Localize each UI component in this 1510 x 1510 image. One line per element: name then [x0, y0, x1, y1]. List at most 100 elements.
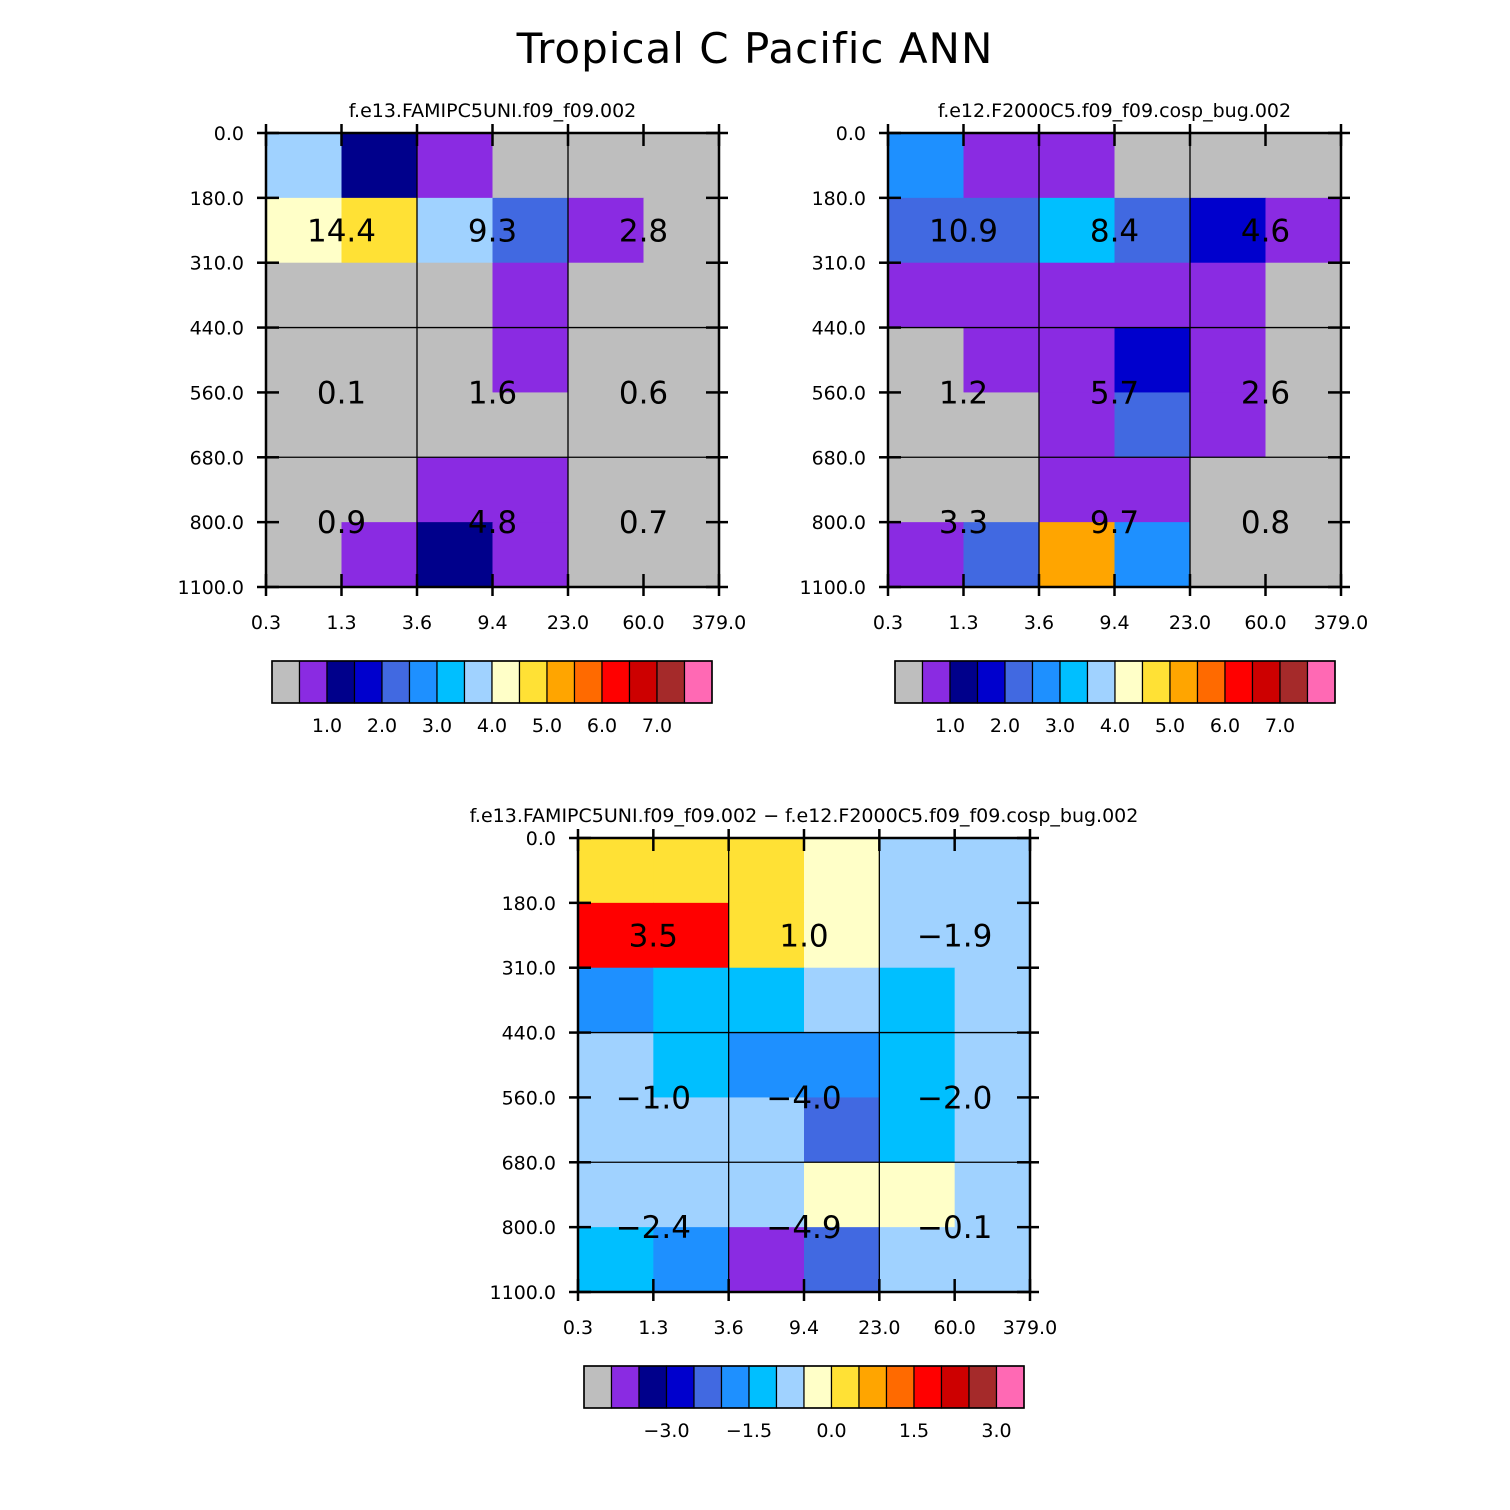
y-tick-label: 180.0 — [812, 188, 866, 210]
y-tick-label: 1100.0 — [178, 577, 244, 599]
heatmap-cell — [728, 1162, 805, 1228]
heatmap-cell — [341, 133, 418, 199]
heatmap-cell — [804, 1227, 880, 1293]
colorbar-box — [1114, 660, 1144, 704]
x-tick-label: 60.0 — [1244, 612, 1286, 634]
colorbar-box — [638, 1365, 668, 1409]
heatmap-cell — [1114, 327, 1191, 394]
colorbar-frame — [894, 660, 1336, 704]
colorbar-label: 0.0 — [816, 1420, 846, 1442]
y-tick-label: 560.0 — [190, 382, 244, 404]
colorbar-box — [949, 660, 979, 704]
y-tick-label: 0.0 — [214, 123, 244, 145]
heatmap-cell — [417, 457, 494, 523]
heatmap-cell — [417, 133, 494, 199]
heatmap-cell — [954, 1162, 1031, 1228]
panel-title: f.e13.FAMIPC5UNI.f09_f09.002 — [349, 100, 637, 122]
heatmap-cell — [417, 392, 494, 458]
heatmap-cell — [963, 457, 1040, 523]
heatmap-cell — [1039, 133, 1116, 199]
heatmap-cell — [492, 327, 569, 394]
heatmap-cell — [341, 197, 418, 264]
heatmap-cell — [492, 457, 569, 523]
x-tick-label: 379.0 — [1314, 612, 1368, 634]
heatmap-cell — [1190, 133, 1267, 199]
colorbar-box — [436, 660, 466, 704]
panel-model-b: f.e12.F2000C5.f09_f09.cosp_bug.002 0.0 180… — [800, 100, 1369, 737]
colorbar-box — [546, 660, 576, 704]
heatmap-cell — [954, 1227, 1031, 1293]
colorbar-box — [1196, 660, 1226, 704]
heatmap-cell — [879, 1227, 956, 1293]
heatmap-cell — [1039, 262, 1116, 329]
heatmap-cell — [879, 1097, 956, 1163]
heatmap-cell — [1114, 392, 1191, 458]
y-tick-label: 1100.0 — [490, 1282, 556, 1304]
colorbar-box — [858, 1365, 888, 1409]
colorbar-box — [921, 660, 951, 704]
box-value-label: 0.6 — [619, 375, 668, 411]
heatmap-cell — [954, 967, 1031, 1034]
heatmap-cell — [341, 522, 418, 588]
heatmap-cell — [728, 1097, 805, 1163]
colorbar-box — [1141, 660, 1171, 704]
heatmap-cell — [879, 967, 956, 1034]
colorbar-label: 2.0 — [990, 715, 1020, 737]
box-value-label: 10.9 — [929, 213, 998, 249]
heatmap-cell — [568, 392, 645, 458]
colorbar-label: 1.0 — [312, 715, 342, 737]
x-tick-label: 379.0 — [692, 612, 746, 634]
heatmap-cell — [888, 262, 965, 329]
heatmap-cell — [568, 133, 645, 199]
colorbar-box — [573, 660, 603, 704]
heatmap-cell — [728, 902, 805, 969]
x-tick-label: 0.3 — [873, 612, 903, 634]
heatmap-cell — [1039, 327, 1116, 394]
panel-title: f.e12.F2000C5.f09_f09.cosp_bug.002 — [938, 100, 1291, 122]
panel-difference: f.e13.FAMIPC5UNI.f09_f09.002 − f.e12.F20… — [470, 805, 1139, 1442]
heatmap-cell — [417, 327, 494, 394]
colorbar-label: 4.0 — [1100, 715, 1130, 737]
x-tick-label: 9.4 — [477, 612, 507, 634]
heatmap-cell — [1114, 197, 1191, 264]
heatmap-cell — [1190, 197, 1267, 264]
colorbar-box — [610, 1365, 640, 1409]
colorbar-box — [1004, 660, 1034, 704]
heatmap-cell — [1190, 457, 1267, 523]
y-tick-label: 180.0 — [502, 893, 556, 915]
x-tick-label: 9.4 — [789, 1317, 819, 1339]
heatmap-cell — [653, 838, 730, 904]
heatmap-cell — [963, 197, 1040, 264]
x-tick-label: 9.4 — [1099, 612, 1129, 634]
y-tick-label: 0.0 — [836, 123, 866, 145]
colorbar-label: 6.0 — [587, 715, 617, 737]
box-value-label: 14.4 — [307, 213, 376, 249]
colorbar-label: 3.0 — [981, 1420, 1011, 1442]
heatmap-cell — [417, 262, 494, 329]
heatmap-cell — [653, 1032, 730, 1099]
heatmap-cell — [1039, 522, 1116, 588]
heatmap-cell — [1039, 457, 1116, 523]
y-tick-label: 440.0 — [502, 1023, 556, 1045]
colorbar-box — [298, 660, 328, 704]
y-tick-label: 310.0 — [190, 253, 244, 275]
y-tick-label: 180.0 — [190, 188, 244, 210]
heatmap-cell — [492, 197, 569, 264]
box-value-label: 3.5 — [629, 918, 678, 954]
colorbar-label: 6.0 — [1210, 715, 1240, 737]
heatmap-cell — [1114, 262, 1191, 329]
heatmap-cell — [653, 1227, 730, 1293]
box-value-label: 4.6 — [1241, 213, 1290, 249]
colorbar-label: 5.0 — [532, 715, 562, 737]
colorbar-box — [656, 660, 686, 704]
y-tick-label: 680.0 — [190, 447, 244, 469]
colorbar-box — [940, 1365, 970, 1409]
heatmap-cell — [492, 392, 569, 458]
heatmap-cell — [578, 1032, 654, 1099]
heatmap-cell — [963, 327, 1040, 394]
heatmap-cell — [1190, 392, 1267, 458]
colorbar-box — [381, 660, 411, 704]
heatmap-cell — [963, 522, 1040, 588]
heatmap-cell — [804, 1032, 880, 1099]
